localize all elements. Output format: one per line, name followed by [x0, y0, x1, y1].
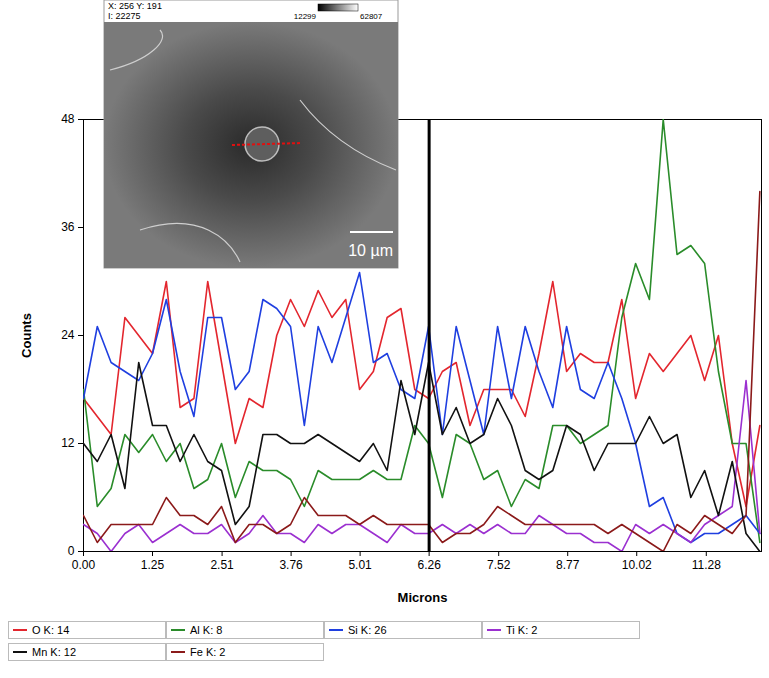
svg-text:6.26: 6.26	[417, 558, 441, 572]
svg-text:1.25: 1.25	[141, 558, 165, 572]
svg-text:8.77: 8.77	[556, 558, 580, 572]
svg-text:Counts: Counts	[19, 313, 34, 358]
svg-text:0.00: 0.00	[72, 558, 96, 572]
svg-text:I: 22275: I: 22275	[108, 11, 141, 21]
html-text:Ti K: 2: Ti K: 2	[506, 624, 538, 636]
html-text:Si K: 26: Si K: 26	[348, 624, 387, 636]
svg-text:2.51: 2.51	[210, 558, 234, 572]
svg-text:12: 12	[61, 436, 75, 450]
svg-text:12299: 12299	[294, 12, 317, 21]
svg-text:10 µm: 10 µm	[348, 242, 393, 259]
svg-text:11.28: 11.28	[692, 558, 721, 572]
svg-text:5.01: 5.01	[348, 558, 372, 572]
svg-text:24: 24	[61, 328, 75, 342]
svg-text:Microns: Microns	[398, 590, 448, 605]
svg-text:10.02: 10.02	[622, 558, 652, 572]
svg-text:7.52: 7.52	[487, 558, 511, 572]
svg-text:0: 0	[68, 544, 75, 558]
svg-text:62807: 62807	[360, 12, 383, 21]
svg-text:48: 48	[61, 112, 75, 126]
html-text:Mn K: 12: Mn K: 12	[32, 646, 76, 658]
html-text:Fe K: 2: Fe K: 2	[190, 646, 226, 658]
svg-text:3.76: 3.76	[279, 558, 303, 572]
html-text:Al K: 8: Al K: 8	[190, 624, 223, 636]
html-text:O K: 14: O K: 14	[32, 624, 70, 636]
svg-text:36: 36	[61, 220, 75, 234]
svg-text:X: 256 Y: 191: X: 256 Y: 191	[108, 1, 162, 11]
